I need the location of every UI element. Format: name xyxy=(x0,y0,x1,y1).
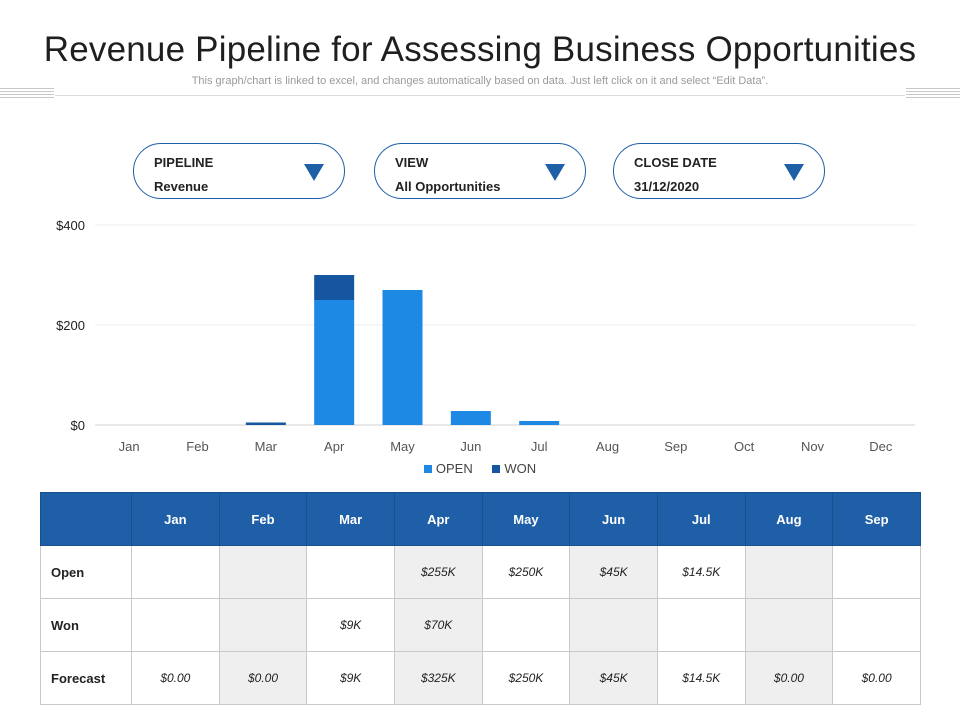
table-row: Open $255K $250K $45K $14.5K xyxy=(40,545,921,599)
table-column-header: Apr xyxy=(393,492,483,546)
x-tick-label: Oct xyxy=(734,439,755,454)
decorative-stripes-left xyxy=(0,88,54,100)
table-cell: $0.00 xyxy=(832,651,921,705)
bar-open-may xyxy=(382,290,423,425)
x-tick-label: Jul xyxy=(531,439,548,454)
table-cell xyxy=(218,598,308,652)
table-cell xyxy=(744,545,834,599)
table-cell xyxy=(131,545,220,599)
x-tick-label: Dec xyxy=(869,439,893,454)
table-cell: $0.00 xyxy=(218,651,308,705)
table-cell xyxy=(218,545,308,599)
table-column-header: Jul xyxy=(656,492,746,546)
decorative-stripes-right xyxy=(906,88,960,100)
pipeline-filter-value: Revenue xyxy=(154,179,209,194)
y-tick-label: $0 xyxy=(71,418,85,433)
table-row-label: Won xyxy=(40,598,132,652)
page-title: Revenue Pipeline for Assessing Business … xyxy=(43,30,917,69)
triangle-down-icon[interactable] xyxy=(784,164,804,181)
table-cell: $14.5K xyxy=(656,545,746,599)
y-tick-label: $200 xyxy=(56,318,85,333)
table-cell: $45K xyxy=(569,545,658,599)
legend-item-open: OPEN xyxy=(423,461,473,476)
view-filter-label: VIEW xyxy=(395,155,429,170)
close-date-filter-label: CLOSE DATE xyxy=(634,155,717,170)
y-tick-label: $400 xyxy=(56,218,85,233)
table-cell xyxy=(832,545,921,599)
table-cell xyxy=(832,598,921,652)
page-subtitle: This graph/chart is linked to excel, and… xyxy=(191,75,769,87)
table-cell: $255K xyxy=(393,545,483,599)
table-corner-header xyxy=(40,492,132,546)
table-cell: $0.00 xyxy=(744,651,834,705)
title-divider xyxy=(55,95,905,96)
x-tick-label: Jan xyxy=(119,439,140,454)
table-column-header: May xyxy=(481,492,571,546)
table-cell: $9K xyxy=(306,598,395,652)
table-column-header: Jan xyxy=(131,492,220,546)
bar-open-apr xyxy=(314,300,355,425)
table-cell: $0.00 xyxy=(131,651,220,705)
table-column-header: Jun xyxy=(569,492,658,546)
x-tick-label: Nov xyxy=(801,439,825,454)
chart-legend: OPEN WON xyxy=(0,461,960,476)
triangle-down-icon[interactable] xyxy=(304,164,324,181)
legend-swatch-won xyxy=(492,464,501,473)
view-filter-dropdown[interactable]: VIEW All Opportunities xyxy=(374,143,586,199)
table-cell xyxy=(481,598,571,652)
table-column-header: Aug xyxy=(744,492,834,546)
table-column-header: Feb xyxy=(218,492,308,546)
x-tick-label: Apr xyxy=(324,439,345,454)
table-row: Won $9K $70K xyxy=(40,598,921,652)
legend-item-won: WON xyxy=(492,461,536,476)
pipeline-filter-dropdown[interactable]: PIPELINE Revenue xyxy=(133,143,345,199)
x-tick-label: May xyxy=(390,439,415,454)
table-cell: $14.5K xyxy=(656,651,746,705)
triangle-down-icon[interactable] xyxy=(545,164,565,181)
bar-open-jul xyxy=(519,421,560,425)
legend-label-won: WON xyxy=(504,461,537,476)
bar-open-jun xyxy=(450,411,491,425)
bar-won-apr xyxy=(314,275,355,300)
legend-label-open: OPEN xyxy=(435,461,473,476)
table-column-header: Mar xyxy=(306,492,395,546)
table-cell: $45K xyxy=(569,651,658,705)
legend-swatch-open xyxy=(423,464,432,473)
revenue-bar-chart: $0 $200 $400 Jan Feb Mar Apr May Jun Jul Aug Sep Oct… xyxy=(56,218,915,454)
pipeline-data-table: Jan Feb Mar Apr May Jun Jul Aug Sep Open $255K $25… xyxy=(40,492,921,705)
table-cell xyxy=(306,545,395,599)
close-date-filter-dropdown[interactable]: CLOSE DATE 31/12/2020 xyxy=(613,143,825,199)
close-date-filter-value: 31/12/2020 xyxy=(634,179,700,194)
x-tick-label: Sep xyxy=(664,439,687,454)
table-cell: $250K xyxy=(481,651,571,705)
view-filter-value: All Opportunities xyxy=(395,179,501,194)
table-cell: $250K xyxy=(481,545,571,599)
pipeline-filter-label: PIPELINE xyxy=(154,155,214,170)
table-header-row: Jan Feb Mar Apr May Jun Jul Aug Sep xyxy=(40,492,921,546)
table-cell xyxy=(656,598,746,652)
table-cell xyxy=(744,598,834,652)
x-tick-label: Mar xyxy=(255,439,278,454)
x-tick-label: Aug xyxy=(596,439,619,454)
table-row: Forecast $0.00 $0.00 $9K $325K $250K $45K $14.5… xyxy=(40,651,921,705)
table-cell: $325K xyxy=(393,651,483,705)
table-cell xyxy=(131,598,220,652)
table-row-label: Open xyxy=(40,545,132,599)
table-cell xyxy=(569,598,658,652)
x-tick-label: Feb xyxy=(186,439,208,454)
x-tick-label: Jun xyxy=(460,439,481,454)
table-cell: $9K xyxy=(306,651,395,705)
table-cell: $70K xyxy=(393,598,483,652)
bar-won-mar xyxy=(245,422,286,425)
table-column-header: Sep xyxy=(832,492,921,546)
table-row-label: Forecast xyxy=(40,651,132,705)
